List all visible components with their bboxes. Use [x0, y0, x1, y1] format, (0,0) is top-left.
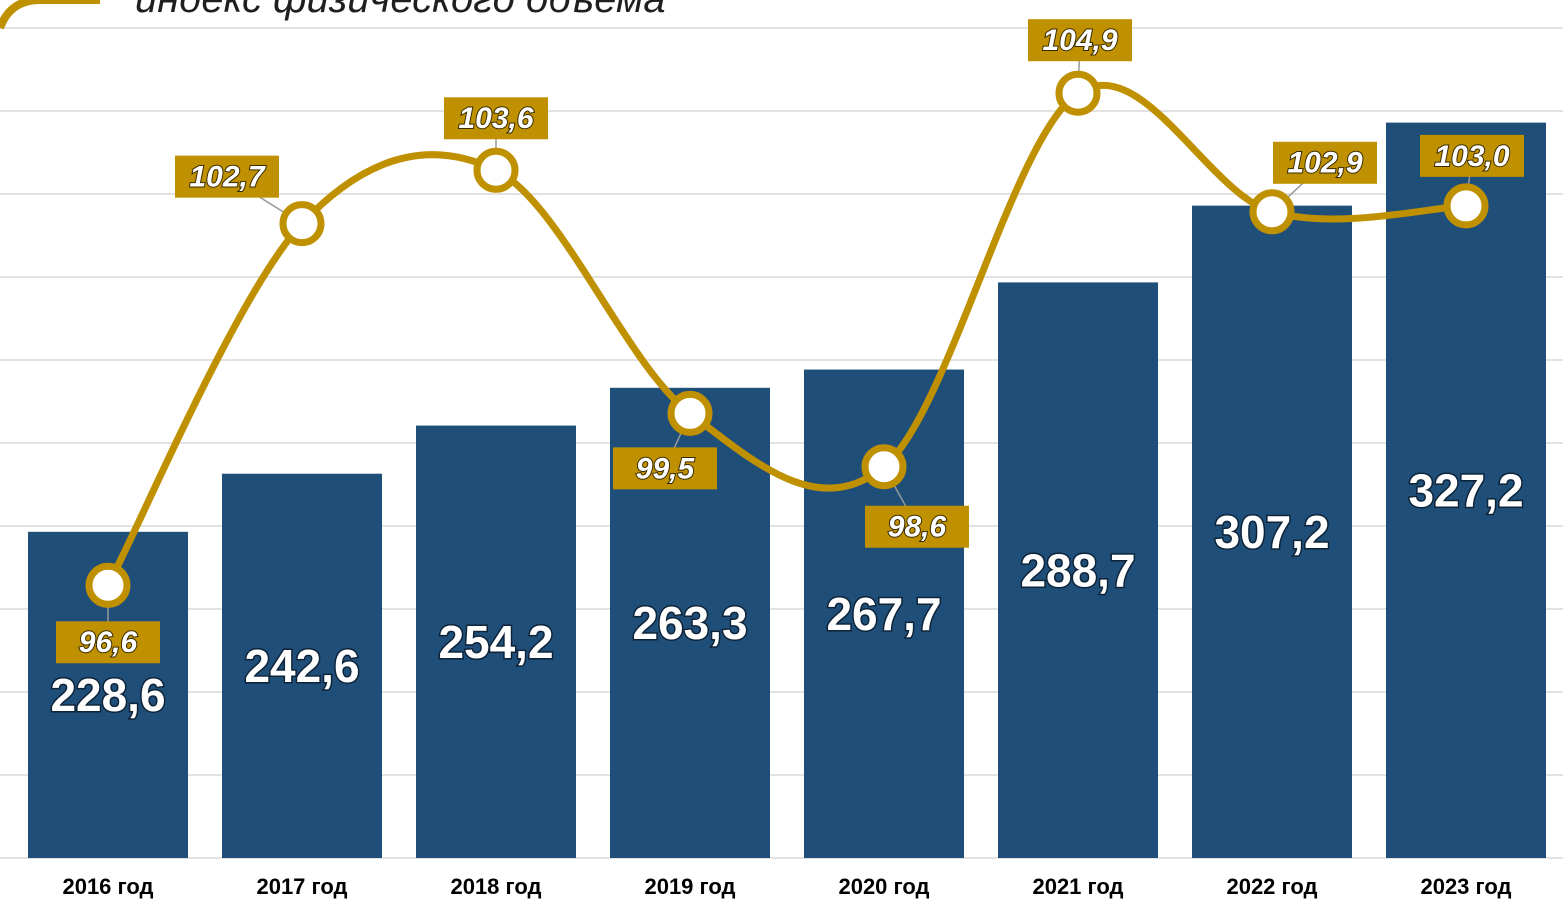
x-tick-label: 2021 год	[1032, 874, 1123, 899]
label-box	[613, 447, 717, 490]
x-tick-label: 2017 год	[256, 874, 347, 899]
bar	[998, 282, 1158, 858]
line-value-label: 102,7	[189, 161, 265, 194]
label-box	[1420, 134, 1524, 177]
line-marker	[667, 390, 713, 436]
bar	[416, 425, 576, 858]
bar-value-label: 254,2	[438, 616, 553, 668]
legend-symbol	[0, 0, 100, 30]
bar-value-label: 267,7	[826, 588, 941, 640]
line-value-label: 96,6	[79, 626, 138, 659]
line-marker	[1055, 70, 1101, 116]
bar-value-label: 307,2	[1214, 506, 1329, 558]
x-tick-label: 2016 год	[62, 874, 153, 899]
line-marker	[279, 201, 325, 247]
bar-value-label: 242,6	[244, 640, 359, 692]
label-box	[1273, 141, 1377, 184]
line-marker	[1443, 183, 1489, 229]
label-box	[1028, 19, 1132, 62]
bar-value-label: 228,6	[50, 669, 165, 721]
line-value-label: 102,9	[1287, 147, 1362, 180]
x-tick-label: 2023 год	[1420, 874, 1511, 899]
line-marker	[473, 147, 519, 193]
bar	[222, 473, 382, 858]
line-value-label: 99,5	[636, 452, 696, 485]
label-box	[56, 621, 160, 664]
line-value-label: 98,6	[888, 511, 947, 544]
line-value-label: 104,9	[1042, 24, 1117, 57]
bar-value-label: 288,7	[1020, 544, 1135, 596]
bar	[1192, 205, 1352, 858]
line-marker	[85, 562, 131, 608]
x-tick-label: 2020 год	[838, 874, 929, 899]
legend-label: индекс физического объема	[135, 0, 666, 21]
bar-value-label: 327,2	[1408, 464, 1523, 516]
bar	[1386, 122, 1546, 859]
x-tick-label: 2022 год	[1226, 874, 1317, 899]
line-value-label: 103,6	[458, 102, 533, 135]
x-tick-label: 2018 год	[450, 874, 541, 899]
label-box	[175, 155, 279, 198]
label-box	[444, 97, 548, 140]
line-value-label: 103,0	[1434, 140, 1509, 173]
line-marker	[1249, 189, 1295, 235]
label-box	[865, 505, 969, 548]
x-tick-label: 2019 год	[644, 874, 735, 899]
bar-value-label: 263,3	[632, 597, 747, 649]
line-marker	[861, 444, 907, 490]
